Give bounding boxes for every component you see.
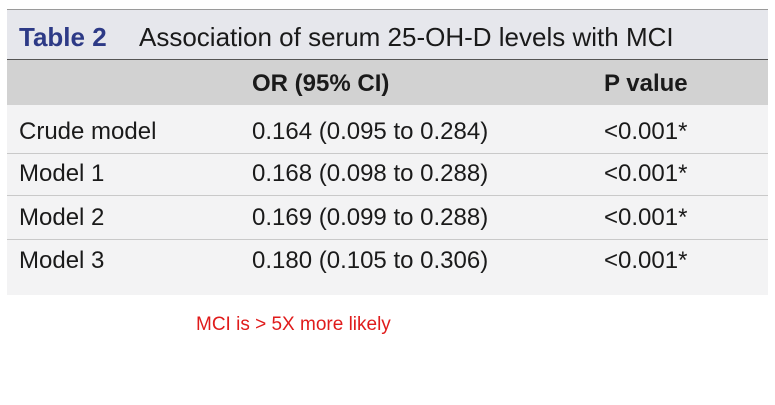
cell-model: Model 2 [19, 204, 105, 231]
table-row: Model 2 0.169 (0.099 to 0.288) <0.001* [7, 196, 768, 240]
header-cell-or-ci: OR (95% CI) [252, 70, 390, 97]
cell-p-value: <0.001* [604, 247, 688, 274]
table-label: Table 2 [19, 22, 107, 52]
cell-model: Crude model [19, 118, 157, 145]
cell-or-ci: 0.180 (0.105 to 0.306) [252, 247, 489, 274]
table-header-row: OR (95% CI) P value [7, 60, 768, 105]
cell-model: Model 1 [19, 160, 105, 187]
table-row: Crude model 0.164 (0.095 to 0.284) <0.00… [7, 110, 768, 154]
cell-p-value: <0.001* [604, 160, 688, 187]
header-cell-p-value: P value [604, 70, 688, 97]
cell-model: Model 3 [19, 247, 105, 274]
cell-p-value: <0.001* [604, 118, 688, 145]
table-title: Association of serum 25-OH-D levels with… [139, 22, 674, 52]
table-row: Model 3 0.180 (0.105 to 0.306) <0.001* [7, 239, 768, 283]
table-top-rule [7, 9, 768, 10]
cell-or-ci: 0.169 (0.099 to 0.288) [252, 204, 489, 231]
cell-p-value: <0.001* [604, 204, 688, 231]
table-row: Model 1 0.168 (0.098 to 0.288) <0.001* [7, 152, 768, 196]
annotation-note: MCI is > 5X more likely [196, 314, 391, 335]
cell-or-ci: 0.164 (0.095 to 0.284) [252, 118, 489, 145]
table-caption: Table 2 Association of serum 25-OH-D lev… [7, 10, 768, 60]
cell-or-ci: 0.168 (0.098 to 0.288) [252, 160, 489, 187]
